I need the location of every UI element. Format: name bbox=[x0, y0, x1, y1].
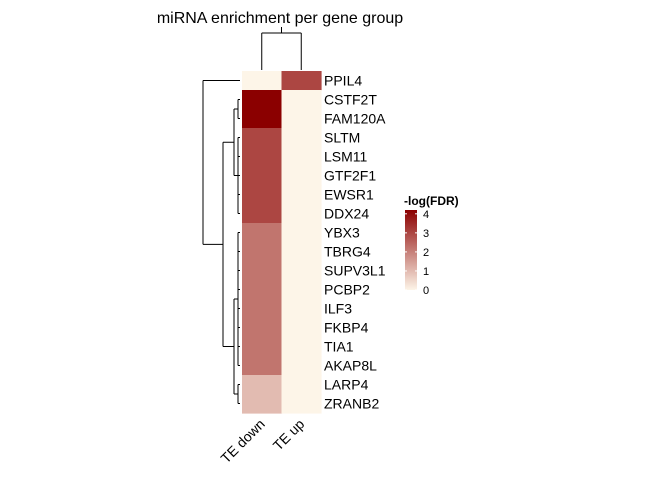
heatmap-cell bbox=[281, 128, 322, 148]
legend-tick-label: 2 bbox=[423, 247, 429, 259]
heatmap-cell bbox=[281, 394, 322, 414]
heatmap-cell bbox=[242, 318, 283, 338]
heatmap-cell bbox=[242, 185, 283, 205]
heatmap-cell bbox=[242, 337, 283, 357]
row-label: ILF3 bbox=[324, 301, 352, 317]
row-label: LARP4 bbox=[324, 377, 369, 393]
heatmap-cell bbox=[242, 280, 283, 300]
legend-title: -log(FDR) bbox=[404, 194, 459, 208]
heatmap-cell bbox=[281, 204, 322, 224]
row-label: TIA1 bbox=[324, 339, 354, 355]
heatmap-cell bbox=[242, 394, 283, 414]
row-label: SUPV3L1 bbox=[324, 263, 386, 279]
heatmap-cell bbox=[242, 90, 283, 110]
row-label: PCBP2 bbox=[324, 282, 370, 298]
heatmap-cell bbox=[281, 261, 322, 281]
legend-tick-label: 3 bbox=[423, 228, 429, 240]
heatmap-cell bbox=[242, 356, 283, 376]
heatmap-cell bbox=[281, 337, 322, 357]
legend-tick-label: 0 bbox=[423, 285, 429, 297]
heatmap-cell bbox=[242, 242, 283, 262]
row-label: ZRANB2 bbox=[324, 396, 379, 412]
row-label: CSTF2T bbox=[324, 92, 377, 108]
legend-color-bar bbox=[405, 210, 417, 290]
heatmap-cells bbox=[242, 71, 322, 414]
heatmap-cell bbox=[281, 109, 322, 129]
legend-tick-label: 1 bbox=[423, 266, 429, 278]
heatmap-cell bbox=[242, 147, 283, 167]
heatmap-cell bbox=[281, 356, 322, 376]
heatmap-cell bbox=[242, 375, 283, 395]
row-label: LSM11 bbox=[324, 149, 368, 165]
heatmap-cell bbox=[281, 147, 322, 167]
column-label: TE up bbox=[270, 416, 308, 454]
column-label: TE down bbox=[217, 416, 267, 466]
column-dendrogram bbox=[261, 27, 302, 70]
row-label: SLTM bbox=[324, 130, 360, 146]
heatmap-cell bbox=[281, 223, 322, 243]
row-label: GTF2F1 bbox=[324, 168, 376, 184]
legend-tick-label: 4 bbox=[423, 209, 429, 221]
row-label: EWSR1 bbox=[324, 187, 374, 203]
chart-title: miRNA enrichment per gene group bbox=[157, 10, 403, 27]
row-labels: PPIL4 CSTF2T FAM120A SLTM LSM11 GTF2F1 EWSR1 DD… bbox=[324, 73, 386, 412]
heatmap-cell bbox=[281, 90, 322, 110]
heatmap-cell bbox=[281, 318, 322, 338]
row-label: AKAP8L bbox=[324, 358, 377, 374]
heatmap-cell bbox=[242, 223, 283, 243]
heatmap-cell bbox=[281, 375, 322, 395]
heatmap-cell bbox=[242, 128, 283, 148]
heatmap-cell bbox=[242, 71, 283, 91]
heatmap-cell bbox=[242, 109, 283, 129]
row-label: DDX24 bbox=[324, 206, 369, 222]
color-legend: -log(FDR) 0 1 2 3 4 bbox=[404, 194, 459, 297]
row-label: FKBP4 bbox=[324, 320, 369, 336]
heatmap-cell bbox=[281, 242, 322, 262]
row-label: YBX3 bbox=[324, 225, 360, 241]
row-label: FAM120A bbox=[324, 111, 386, 127]
column-labels: TE down TE up bbox=[217, 416, 307, 467]
heatmap-cell bbox=[281, 166, 322, 186]
heatmap-cell bbox=[242, 166, 283, 186]
heatmap-cell bbox=[242, 299, 283, 319]
heatmap-cell bbox=[281, 280, 322, 300]
heatmap-cell bbox=[281, 185, 322, 205]
heatmap-cell bbox=[242, 261, 283, 281]
row-dendrogram bbox=[202, 80, 240, 404]
heatmap-cell bbox=[242, 204, 283, 224]
row-label: TBRG4 bbox=[324, 244, 371, 260]
heatmap-cell bbox=[281, 71, 322, 91]
heatmap-cell bbox=[281, 299, 322, 319]
row-label: PPIL4 bbox=[324, 73, 362, 89]
